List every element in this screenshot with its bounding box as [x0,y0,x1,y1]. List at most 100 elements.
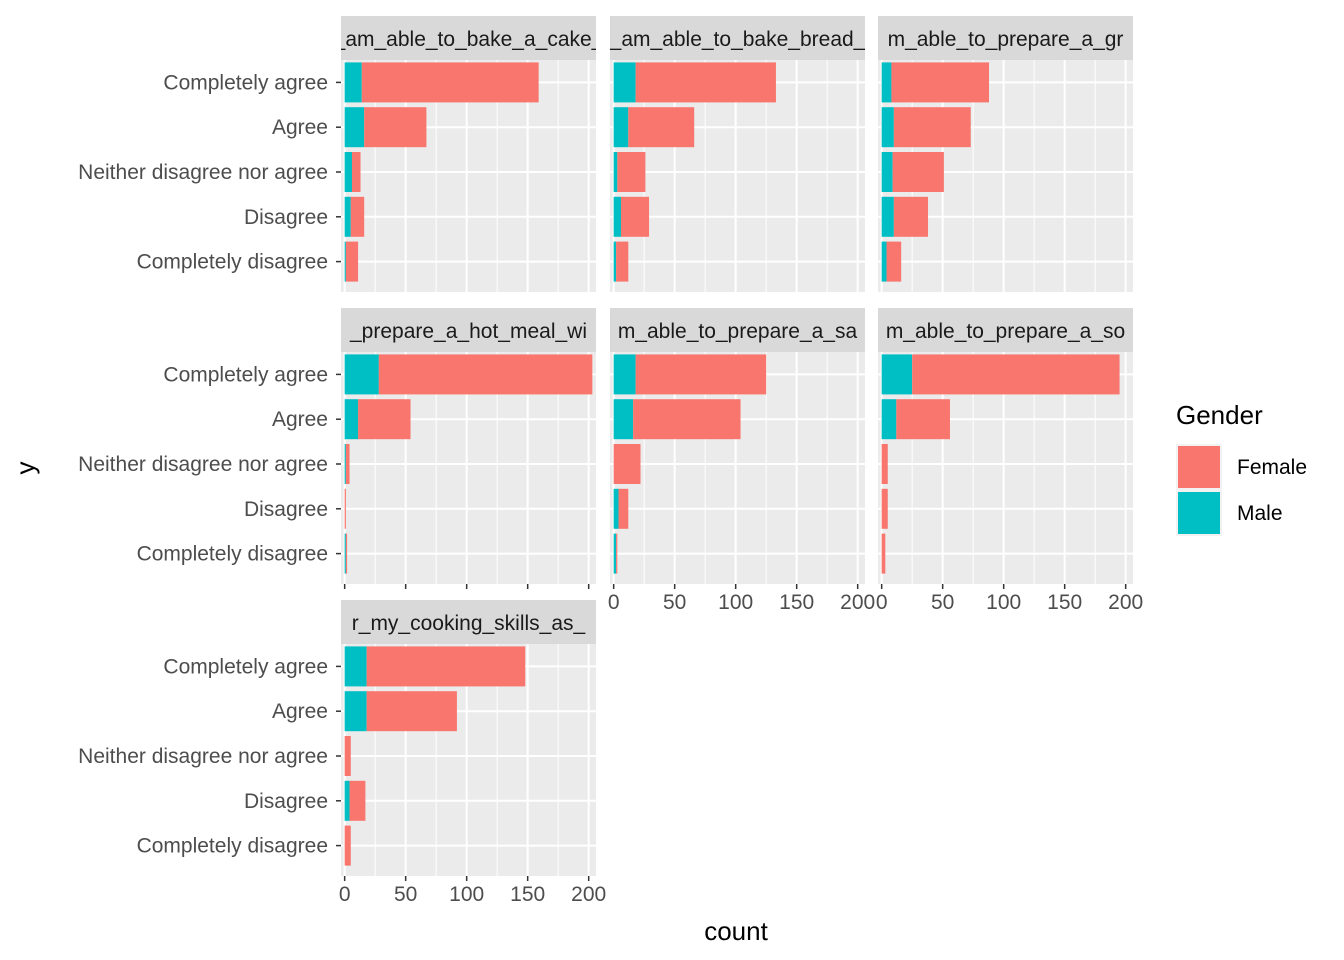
y-tick-label: Disagree [244,206,328,229]
legend-label-male: Male [1237,502,1283,525]
bar-male [344,646,367,687]
bar-male [344,354,379,395]
bar-male [613,196,621,237]
facet-panel: m_able_to_prepare_a_sa 0 50 100 150 200 [608,308,875,614]
bar-male [344,241,346,282]
bar-male [344,399,359,440]
x-tick-label: 100 [986,591,1021,614]
facet-strip-label: r_my_cooking_skills_as_ [352,612,586,635]
facet-strip [610,16,865,60]
x-tick-label: 200 [571,883,606,906]
bar-male [613,488,619,529]
bar-female [893,196,929,237]
bar-female [345,241,359,282]
facet-strip [341,600,596,644]
bar-male [344,107,365,148]
x-tick-label: 50 [394,883,417,906]
x-tick-label: 0 [608,591,620,614]
facet-strip [878,16,1133,60]
bar-male [344,152,352,192]
bar-male [613,354,636,395]
facet-panel: _prepare_a_hot_meal_wi Completely agree Ag… [78,308,596,589]
bar-female [893,107,971,148]
x-tick-label: 50 [663,591,686,614]
bar-male [613,241,617,282]
bar-male [613,399,634,440]
bar-male [881,152,893,192]
bar-female [366,691,457,732]
bar-female [881,488,888,529]
bar-female [344,736,351,776]
x-tick-label: 100 [449,883,484,906]
bar-male [344,780,350,821]
x-tick-label: 150 [510,883,545,906]
bar-male [344,62,362,103]
bar-female [616,241,629,282]
y-axis-title: y [10,462,40,475]
legend-key-male [1178,492,1220,534]
facet-strip-label: m_able_to_prepare_a_so [886,320,1125,343]
bar-female [617,152,646,192]
bar-male [344,196,351,237]
x-tick-label: 150 [1047,591,1082,614]
legend: Gender Female Male [1176,400,1307,536]
bar-male [613,152,618,192]
bar-male [881,62,892,103]
bar-female [344,825,351,866]
facet-strip [341,308,596,352]
bar-female [881,533,886,574]
facet-strip-label: _am_able_to_bake_bread_ [609,28,866,51]
x-tick-label: 200 [840,591,875,614]
bar-female [364,107,427,148]
bar-female [345,444,350,484]
y-tick-label: Neither disagree nor agree [78,745,328,768]
bar-male [881,107,894,148]
bar-female [361,62,539,103]
facet-strip-label: m_able_to_prepare_a_sa [618,320,858,343]
x-axis-title: count [704,916,768,946]
bar-female [912,354,1120,395]
facet-strip [610,308,865,352]
facet-panel: _am_able_to_bake_bread_ [609,16,866,292]
bar-female [351,152,361,192]
x-tick-label: 0 [339,883,351,906]
bar-male [881,241,887,282]
bar-male [344,691,367,732]
bar-female [628,107,695,148]
bar-male [881,354,913,395]
bar-male [881,399,897,440]
bar-male [613,62,636,103]
bar-male [344,444,346,484]
legend-key-female [1178,446,1220,488]
x-tick-label: 50 [931,591,954,614]
bar-female [350,196,365,237]
y-tick-label: Agree [272,408,328,431]
legend-title: Gender [1176,400,1263,430]
y-tick-label: Agree [272,700,328,723]
bar-female [620,196,650,237]
bar-male [613,533,617,574]
bar-female [613,444,641,484]
bar-female [635,354,767,395]
y-tick-label: Disagree [244,498,328,521]
facet-panel: m_able_to_prepare_a_gr [878,16,1133,292]
bar-female [358,399,411,440]
bar-female [633,399,741,440]
y-tick-label: Neither disagree nor agree [78,453,328,476]
bar-female [349,780,366,821]
facet-panel: m_able_to_prepare_a_so 0 50 100 150 200 [876,308,1143,614]
y-tick-label: Agree [272,116,328,139]
bar-female [616,533,618,574]
y-tick-label: Completely agree [163,363,328,386]
y-tick-label: Disagree [244,790,328,813]
bar-female [886,241,902,282]
bar-male [344,533,346,574]
y-tick-label: Completely agree [163,655,328,678]
bar-male [881,196,894,237]
y-tick-label: Completely disagree [137,251,328,274]
bar-female [891,62,990,103]
x-tick-label: 0 [876,591,888,614]
x-tick-label: 200 [1108,591,1143,614]
facet-panel: _am_able_to_bake_a_cake_Completely agree… [78,16,596,292]
